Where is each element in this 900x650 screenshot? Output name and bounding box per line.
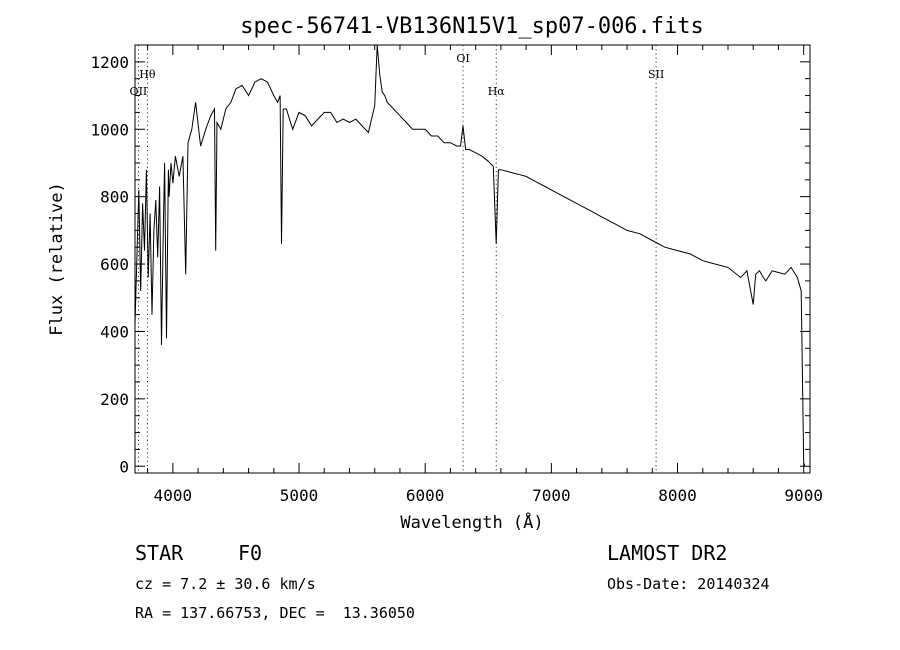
y-tick-label: 400	[100, 322, 129, 341]
x-tick-label: 9000	[784, 486, 823, 505]
y-tick-label: 0	[119, 457, 129, 476]
chart-title: spec-56741-VB136N15V1_sp07-006.fits	[240, 14, 704, 39]
marker-label: Hα	[488, 85, 506, 98]
y-axis-label: Flux (relative)	[47, 182, 67, 336]
spectrum-line	[134, 44, 806, 467]
x-axis-label: Wavelength (Å)	[400, 511, 543, 533]
x-tick-label: 4000	[154, 486, 193, 505]
marker-label: SII	[648, 68, 664, 81]
y-tick-label: 800	[100, 188, 129, 207]
x-tick-label: 8000	[658, 486, 697, 505]
y-tick-label: 1000	[90, 120, 129, 139]
survey-name: LAMOST DR2	[607, 541, 728, 565]
marker-label: OI	[456, 52, 469, 65]
plot-frame	[134, 44, 811, 474]
x-tick-label: 5000	[280, 486, 319, 505]
x-tick-label: 6000	[406, 486, 445, 505]
marker-label: OII	[130, 85, 148, 98]
emission-line-markers: OII Hθ OI Hα SII	[130, 45, 664, 473]
y-tick-label: 600	[100, 255, 129, 274]
y-tick-label: 1200	[90, 53, 129, 72]
y-axis-ticks: 0 200 400 600 800 1000 1200	[90, 53, 810, 476]
x-tick-label: 7000	[532, 486, 571, 505]
object-class: STAR	[135, 541, 184, 565]
x-axis-ticks: 4000 5000 6000 7000 8000 9000	[147, 45, 823, 505]
coordinates-text: RA = 137.66753, DEC = 13.36050	[135, 604, 415, 622]
redshift-text: cz = 7.2 ± 30.6 km/s	[135, 575, 316, 593]
marker-label: Hθ	[139, 68, 156, 81]
y-tick-label: 200	[100, 390, 129, 409]
object-subclass: F0	[238, 541, 263, 565]
obs-date-text: Obs-Date: 20140324	[607, 575, 770, 593]
